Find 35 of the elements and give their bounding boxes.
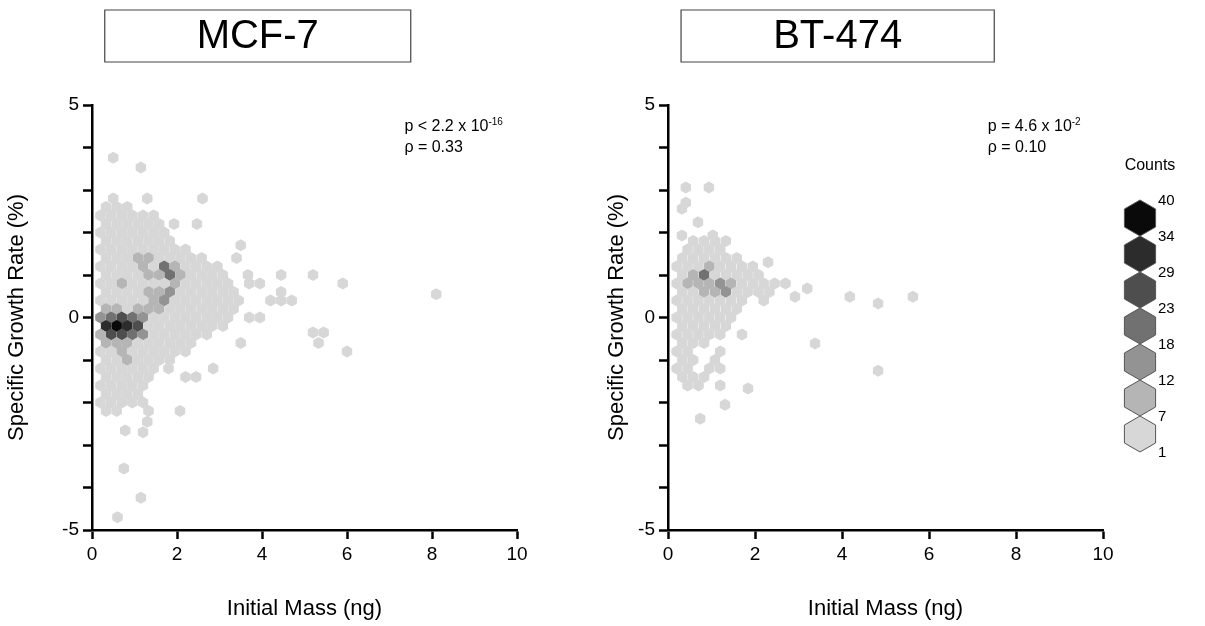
x-tick-label: 6 — [341, 542, 353, 564]
x-tick-label: 10 — [1092, 542, 1114, 564]
y-axis-title: Specific Growth Rate (%) — [3, 194, 29, 441]
y-tick-label: 5 — [644, 93, 655, 115]
x-tick-label: 2 — [749, 542, 761, 564]
x-tick-label: 10 — [506, 542, 528, 564]
color-bar-title: Counts — [1124, 156, 1176, 173]
y-tick-label: 0 — [68, 305, 79, 327]
x-axis-title: Initial Mass (ng) — [807, 594, 964, 620]
x-tick-label: 8 — [1010, 542, 1022, 564]
x-tick-label: 4 — [256, 542, 268, 564]
annotation: ρ = 0.10 — [987, 138, 1047, 155]
chart-title: BT-474 — [773, 12, 903, 57]
x-tick-label: 8 — [426, 542, 438, 564]
color-bar-label: 1 — [1158, 443, 1167, 460]
color-bar-label: 40 — [1158, 191, 1175, 208]
chart-title: MCF-7 — [196, 12, 319, 57]
color-bar-label: 12 — [1158, 371, 1175, 388]
annotation: ρ = 0.33 — [404, 138, 463, 155]
y-tick-label: -5 — [62, 518, 79, 540]
x-tick-label: 0 — [86, 542, 98, 564]
y-tick-label: 5 — [68, 93, 79, 115]
y-axis-title: Specific Growth Rate (%) — [603, 194, 629, 441]
y-tick-label: -5 — [638, 518, 655, 540]
color-bar-label: 23 — [1158, 299, 1175, 316]
color-bar-label: 18 — [1158, 335, 1175, 352]
color-bar-label: 34 — [1158, 227, 1175, 244]
x-tick-label: 0 — [662, 542, 674, 564]
x-tick-label: 4 — [836, 542, 848, 564]
x-tick-label: 2 — [171, 542, 183, 564]
y-tick-label: 0 — [644, 305, 655, 327]
color-bar-label: 7 — [1158, 407, 1167, 424]
color-bar-label: 29 — [1158, 263, 1175, 280]
x-tick-label: 6 — [923, 542, 935, 564]
x-axis-title: Initial Mass (ng) — [226, 594, 383, 620]
